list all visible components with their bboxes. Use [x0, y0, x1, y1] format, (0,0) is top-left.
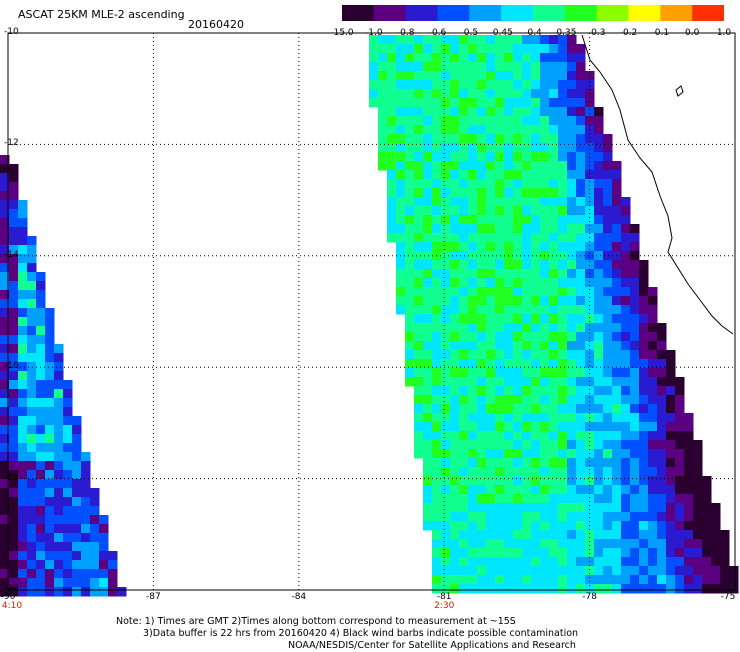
- latitude-label: -14: [4, 249, 19, 260]
- latitude-label: -20: [4, 584, 19, 594]
- colorbar-swatch: [437, 5, 470, 21]
- longitude-label: -87: [146, 592, 161, 602]
- colorbar-swatch: [373, 5, 407, 21]
- coastline: [581, 34, 734, 335]
- latitude-label: -12: [4, 138, 19, 149]
- latitude-label: -10: [4, 27, 19, 37]
- colorbar-swatch: [628, 5, 661, 21]
- longitude-label: -90: [0, 592, 16, 602]
- colorbar-swatch: [564, 5, 598, 21]
- colorbar-swatch: [533, 5, 566, 21]
- note-line-1: Note: 1) Times are GMT 2)Times along bot…: [116, 616, 516, 627]
- note-line-2: 3)Data buffer is 22 hrs from 20160420 4)…: [143, 628, 579, 639]
- colorbar-swatch: [469, 5, 502, 21]
- map-title: ASCAT 25KM MLE-2 ascending: [18, 8, 185, 21]
- map-frame: [7, 32, 736, 591]
- latitude-label: -16: [4, 361, 19, 372]
- island-outline: [675, 85, 684, 97]
- latitude-label: -18: [4, 472, 19, 483]
- note-line-3: NOAA/NESDIS/Center for Satellite Applica…: [288, 640, 576, 651]
- colorbar-swatch: [596, 5, 630, 21]
- longitude-label: -81: [436, 592, 452, 602]
- colorbar-swatch: [501, 5, 534, 21]
- time-label: 2:30: [434, 601, 455, 611]
- colorbar-swatch: [660, 5, 693, 21]
- time-label: 4:10: [1, 601, 23, 611]
- longitude-label: -78: [582, 592, 597, 602]
- colorbar: [342, 5, 724, 21]
- colorbar-swatch: [692, 5, 724, 21]
- longitude-label: -84: [291, 592, 307, 602]
- colorbar-swatch: [405, 5, 439, 21]
- graticule: [8, 33, 735, 590]
- swath-cells: [0, 35, 739, 597]
- map-date: 20160420: [188, 18, 244, 31]
- longitude-label: -75: [720, 592, 736, 602]
- colorbar-swatch: [342, 5, 375, 21]
